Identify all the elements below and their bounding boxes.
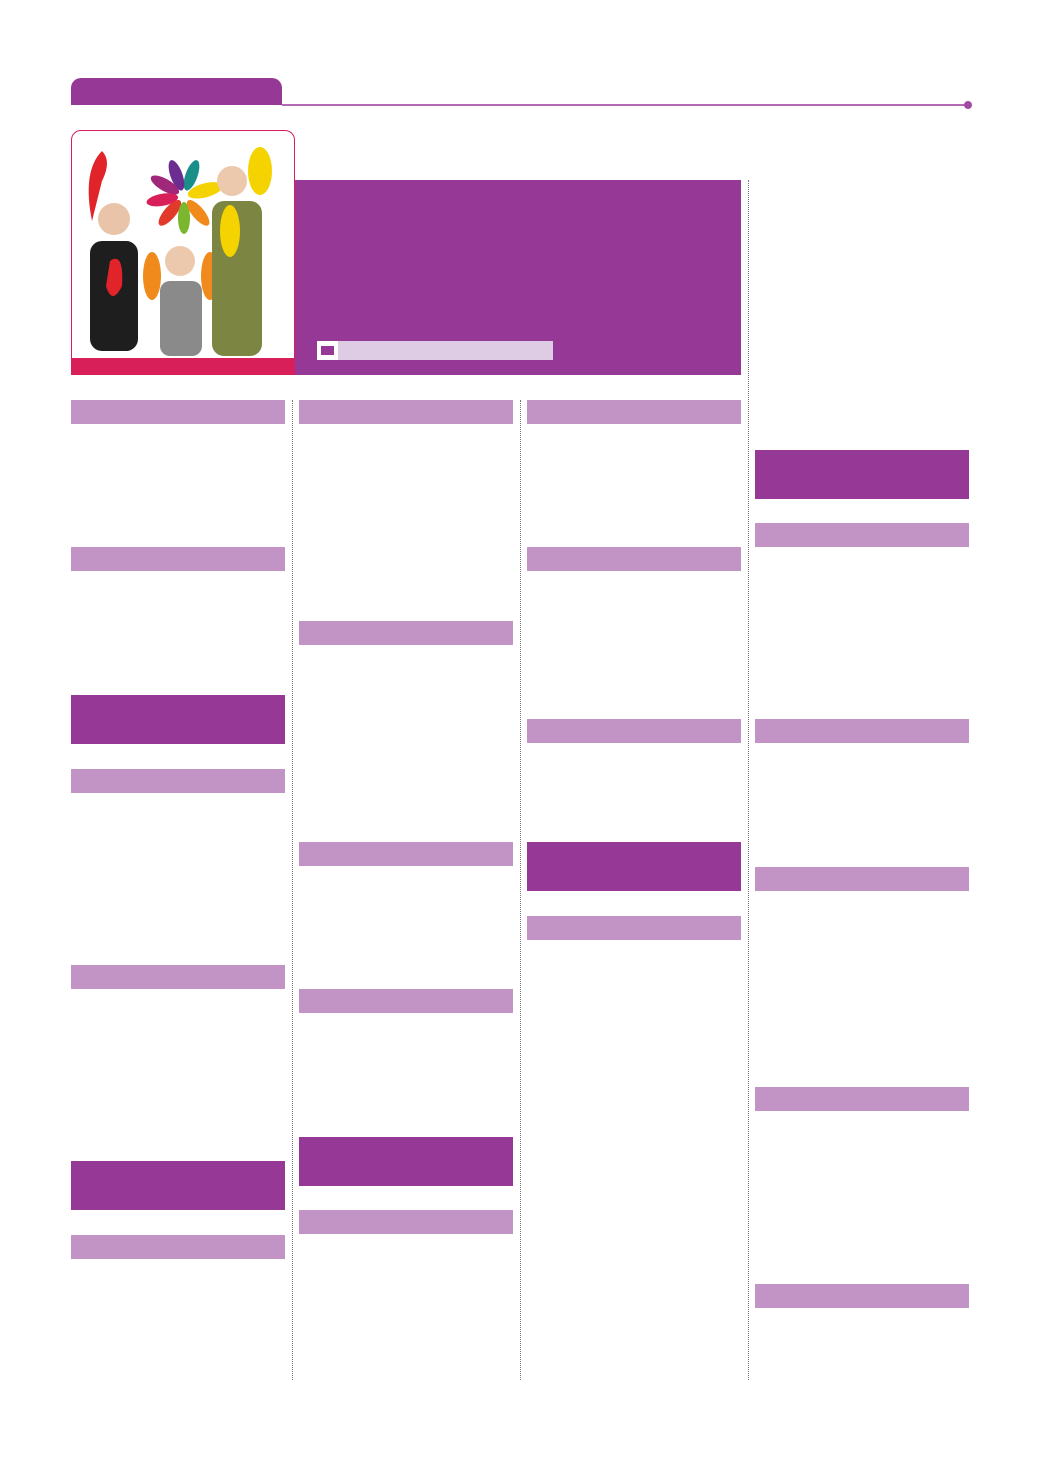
column-divider xyxy=(520,400,521,1380)
subheading-bar xyxy=(527,547,741,571)
heading-block xyxy=(527,842,741,891)
column-divider xyxy=(748,180,749,1380)
subheading-bar xyxy=(71,400,285,424)
subheading-bar xyxy=(71,1235,285,1259)
subheading-bar xyxy=(527,916,741,940)
children-painting-photo xyxy=(71,130,295,375)
subheading-bar xyxy=(71,965,285,989)
subheading-bar xyxy=(755,1087,969,1111)
subheading-bar xyxy=(755,523,969,547)
subheading-bar xyxy=(71,547,285,571)
heading-block xyxy=(71,695,285,744)
header-rule xyxy=(282,104,968,106)
heading-block xyxy=(71,1161,285,1210)
subheading-bar xyxy=(299,400,513,424)
subheading-bar xyxy=(755,1284,969,1308)
heading-block xyxy=(755,450,969,499)
subheading-bar xyxy=(527,719,741,743)
column-divider xyxy=(292,400,293,1380)
subheading-bar xyxy=(299,1210,513,1234)
subheading-bar xyxy=(299,989,513,1013)
header-rule-end-dot xyxy=(964,101,972,109)
section-header-tab xyxy=(71,78,282,105)
feature-caption-strip xyxy=(317,341,553,360)
subheading-bar xyxy=(71,769,285,793)
heading-block xyxy=(299,1137,513,1186)
subheading-bar xyxy=(299,842,513,866)
subheading-bar xyxy=(755,867,969,891)
photo-caption-bar xyxy=(71,358,295,375)
comment-card-icon xyxy=(317,341,338,360)
subheading-bar xyxy=(755,719,969,743)
subheading-bar xyxy=(527,400,741,424)
subheading-bar xyxy=(299,621,513,645)
